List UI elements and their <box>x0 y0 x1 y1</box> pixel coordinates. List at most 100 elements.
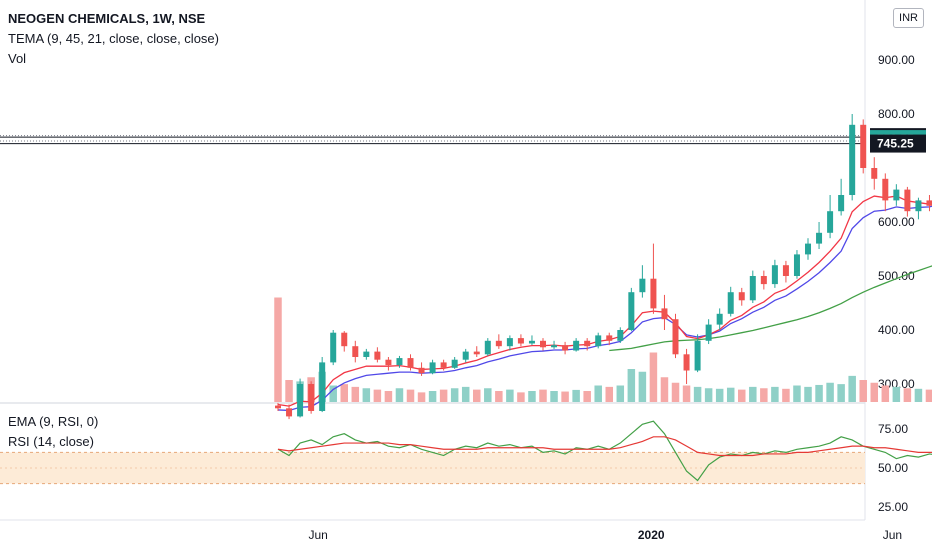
candle-body <box>793 254 800 276</box>
candle-body <box>473 351 480 355</box>
candle-body <box>871 168 878 179</box>
volume-bar <box>870 382 879 402</box>
candle-body <box>319 362 326 411</box>
volume-bar <box>450 388 459 402</box>
rsi-line <box>277 420 932 482</box>
candle-body <box>650 278 657 309</box>
candle-body <box>639 278 646 293</box>
volume-bar <box>417 392 426 402</box>
candle-body <box>683 354 690 371</box>
volume-bar <box>473 389 481 402</box>
candle-body <box>771 265 778 285</box>
time-axis-label: 2020 <box>638 528 665 542</box>
candle-body <box>584 340 591 347</box>
candle-body <box>495 340 502 347</box>
volume-bar <box>892 386 901 402</box>
chart-title: NEOGEN CHEMICALS, 1W, NSE <box>8 11 206 26</box>
volume-indicator-label[interactable]: Vol <box>8 51 27 66</box>
candle-body <box>551 345 558 348</box>
volume-bar <box>826 382 834 402</box>
volume-bar <box>461 386 470 402</box>
candle-body <box>838 195 845 212</box>
volume-bar <box>782 388 790 402</box>
volume-bar <box>384 391 393 402</box>
candle-body <box>462 351 469 360</box>
candle-body <box>893 189 900 201</box>
candle-body <box>407 358 414 368</box>
candle-body <box>617 330 624 341</box>
volume-bar <box>760 388 768 402</box>
volume-bar <box>572 389 580 402</box>
candle-body <box>926 200 932 206</box>
candle-body <box>606 335 613 341</box>
tema-fast-line <box>277 195 932 407</box>
volume-bar <box>428 391 437 402</box>
rsi-tick-label: 50.00 <box>878 461 908 475</box>
price-tick-label: 900.00 <box>878 53 915 67</box>
volume-bar <box>903 388 912 402</box>
rsi-tick-label: 25.00 <box>878 500 908 514</box>
volume-bar <box>638 371 647 402</box>
candle-body <box>816 232 823 244</box>
volume-bar <box>914 388 923 402</box>
volume-bar <box>340 384 349 402</box>
volume-bar <box>517 392 525 402</box>
currency-badge[interactable]: INR <box>893 8 924 28</box>
candle-body <box>915 200 922 212</box>
volume-bar <box>351 386 360 402</box>
volume-bar <box>682 385 691 402</box>
candle-body <box>904 189 911 212</box>
time-axis-label: Jun <box>309 528 328 542</box>
candle-body <box>363 351 370 357</box>
rsi-ema-label[interactable]: EMA (9, RSI, 0) <box>8 414 99 429</box>
volume-bar <box>362 388 371 402</box>
candle-body <box>672 319 679 355</box>
candle-body <box>528 340 535 344</box>
candle-body <box>749 276 756 301</box>
candle-body <box>451 359 458 368</box>
volume-bar <box>274 297 282 402</box>
price-tick-label: 500.00 <box>878 269 915 283</box>
price-label: 745.25 <box>877 137 914 151</box>
volume-bar <box>859 380 867 402</box>
volume-bar <box>715 388 724 402</box>
volume-bar <box>539 389 547 402</box>
candle-body <box>540 340 547 348</box>
volume-bar <box>285 380 293 402</box>
volume-bar <box>627 369 636 402</box>
candle-body <box>341 332 348 347</box>
candle-body <box>573 340 580 351</box>
price-label-box <box>870 134 926 153</box>
candle-body <box>385 359 392 366</box>
candle-body <box>396 358 403 366</box>
volume-bar <box>671 382 680 402</box>
candle-body <box>418 367 425 374</box>
volume-bar <box>439 389 448 402</box>
candle-body <box>628 292 635 330</box>
candle-body <box>805 243 812 255</box>
candle-body <box>517 338 524 344</box>
volume-bar <box>738 389 746 402</box>
candle-body <box>716 313 723 325</box>
candle-body <box>661 308 668 320</box>
volume-bar <box>373 389 382 402</box>
time-axis-label: Jun <box>883 528 902 542</box>
volume-bar <box>583 391 591 402</box>
candle-body <box>330 332 337 363</box>
candle-body <box>849 124 856 195</box>
volume-bar <box>837 384 845 402</box>
rsi-label[interactable]: RSI (14, close) <box>8 434 94 449</box>
volume-bar <box>925 389 932 402</box>
candle-body <box>440 362 447 368</box>
volume-bar <box>804 386 812 402</box>
volume-bar <box>395 388 404 402</box>
tema-indicator-label[interactable]: TEMA (9, 45, 21, close, close, close) <box>8 31 219 46</box>
volume-bar <box>406 389 415 402</box>
volume-bar <box>329 385 337 402</box>
volume-bar <box>550 391 558 402</box>
candle-body <box>705 324 712 341</box>
volume-bar <box>749 386 757 402</box>
volume-bar <box>704 388 713 402</box>
volume-bar <box>815 384 823 402</box>
